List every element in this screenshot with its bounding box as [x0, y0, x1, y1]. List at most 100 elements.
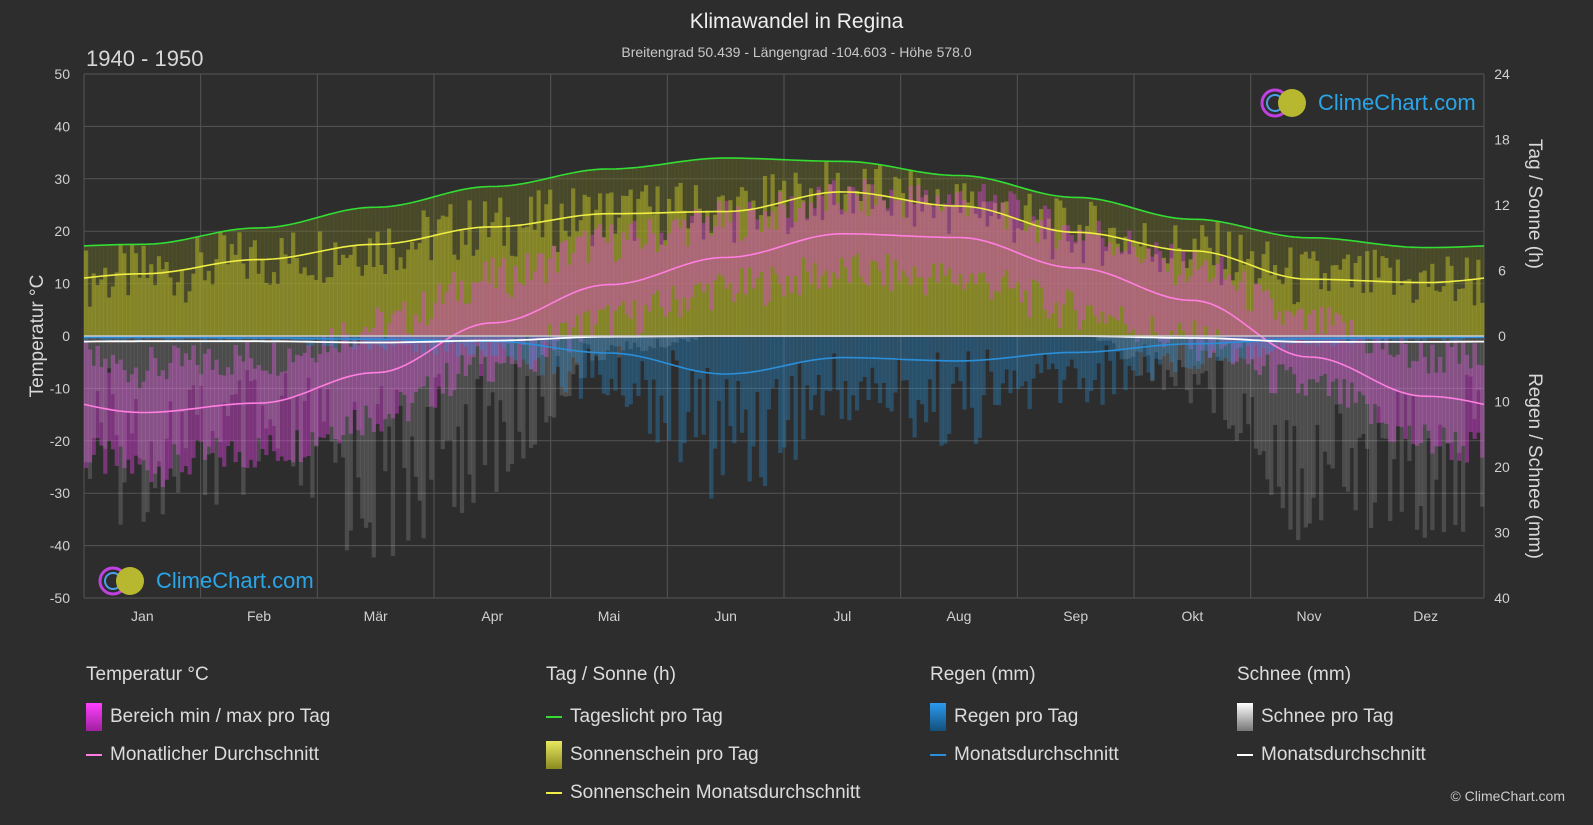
- sunshine-bar: [805, 220, 810, 336]
- snow-bar: [333, 336, 338, 463]
- rain-bar: [360, 336, 365, 340]
- snow-bar: [1138, 336, 1144, 376]
- temp-range-bar: [1023, 231, 1028, 291]
- y-left-tick-label: 30: [54, 171, 70, 187]
- snow-bar: [291, 336, 296, 467]
- snow-bar: [1108, 336, 1113, 341]
- snow-bar: [659, 336, 664, 347]
- rain-bar: [1391, 336, 1397, 343]
- snow-bar: [1161, 336, 1167, 391]
- sunshine-bar: [816, 190, 821, 336]
- logo-top[interactable]: ClimeChart.com: [1258, 86, 1476, 120]
- temp-range-bar: [248, 358, 254, 460]
- rain-bar: [950, 336, 956, 384]
- rain-bar: [954, 336, 959, 368]
- temp-range-bar: [1065, 225, 1071, 290]
- rain-bar: [578, 336, 584, 399]
- y-left-tick-label: 20: [54, 223, 70, 239]
- temp-range-bar: [222, 375, 227, 467]
- sunshine-bar: [1276, 279, 1282, 336]
- sunshine-bar: [110, 286, 116, 336]
- sunshine-bar: [1253, 284, 1259, 336]
- sunshine-bar: [1437, 291, 1443, 336]
- sunshine-bar: [996, 218, 1002, 336]
- y-right-top-tick-label: 0: [1498, 328, 1506, 344]
- rain-bar: [256, 336, 261, 339]
- logo-bottom[interactable]: ClimeChart.com: [96, 564, 314, 598]
- temp-range-bar: [866, 215, 871, 286]
- daylight-swatch: [546, 716, 562, 718]
- rain-bar: [1292, 336, 1297, 344]
- temp-range-bar: [632, 220, 637, 301]
- temp-range-bar: [498, 267, 503, 364]
- snow-bar: [1441, 336, 1447, 533]
- rain-bar: [736, 336, 741, 381]
- daylight-bar: [1296, 237, 1301, 336]
- sunshine-bar: [271, 272, 277, 336]
- temp-range-bar: [1269, 298, 1274, 393]
- sunshine-bar: [1027, 193, 1032, 336]
- rain-bar: [356, 336, 361, 339]
- sunshine-bar: [1342, 258, 1347, 336]
- temp-range-bar: [406, 332, 411, 422]
- snow-bar: [375, 336, 380, 405]
- legend-item: Bereich min / max pro Tag: [86, 698, 330, 736]
- sunshine-bar: [490, 222, 495, 336]
- rain-bar: [1180, 336, 1186, 345]
- rain-bar: [1200, 336, 1205, 365]
- sunshine-bar: [1111, 227, 1117, 336]
- sunshine-bar: [306, 275, 311, 336]
- temp-range-bar: [1276, 311, 1282, 365]
- rain-bar: [471, 336, 476, 355]
- rain-bar: [647, 336, 653, 434]
- sunshine-bar: [1023, 205, 1028, 336]
- sunshine-bar: [187, 291, 192, 336]
- snow-bar: [202, 336, 208, 496]
- temp-range-bar: [279, 371, 284, 457]
- x-tick-label: Jun: [714, 608, 737, 624]
- rain-bar: [1215, 336, 1220, 361]
- sunshine-bar: [302, 267, 307, 336]
- sunshine-bar: [1376, 277, 1381, 336]
- snow-bar: [176, 336, 181, 493]
- snow-bar: [674, 336, 679, 343]
- temp-range-bar: [1345, 340, 1351, 408]
- rain-bar: [847, 336, 852, 421]
- temp-range-bar: [291, 362, 296, 463]
- sunshine-bar: [847, 186, 852, 336]
- snow-bar: [1250, 336, 1255, 398]
- rain-bar: [1065, 336, 1071, 367]
- legend-label: Sonnenschein Monatsdurchschnitt: [570, 782, 861, 803]
- snow-bar: [122, 336, 127, 483]
- sunshine-bar: [1200, 225, 1205, 336]
- temp-range-bar: [1280, 324, 1285, 365]
- snow-bar: [367, 336, 373, 523]
- temp-range-bar: [551, 246, 557, 351]
- chart-subtitle: Breitengrad 50.439 - Längengrad -104.603…: [621, 44, 972, 60]
- temp-range-bar: [1434, 372, 1439, 447]
- snow-bar: [256, 336, 261, 462]
- snow-bar: [387, 336, 392, 427]
- rain-bar: [962, 336, 967, 410]
- sunshine-bar: [513, 256, 518, 336]
- y-left-tick-label: -30: [50, 485, 70, 501]
- snow-bar: [337, 336, 342, 441]
- rain-bar: [586, 336, 591, 349]
- rain-bar: [789, 336, 794, 377]
- temp-range-bar: [739, 240, 745, 269]
- rain-bar: [214, 336, 219, 338]
- rain-bar: [874, 336, 879, 384]
- snow-bar: [1384, 336, 1389, 439]
- sunshine-bar: [1230, 280, 1236, 336]
- temp-range-bar: [528, 279, 534, 370]
- sunshine-bar: [421, 210, 426, 336]
- daylight-line: [83, 157, 1485, 249]
- rain-bar: [1441, 336, 1447, 341]
- rain-bar: [785, 336, 791, 421]
- rain-bar: [260, 336, 265, 343]
- snow-bar: [1422, 336, 1427, 538]
- rain-bar: [1223, 336, 1228, 358]
- temp-range-bar: [966, 216, 971, 283]
- rain-bar: [1111, 336, 1117, 395]
- rain-bar: [670, 336, 676, 351]
